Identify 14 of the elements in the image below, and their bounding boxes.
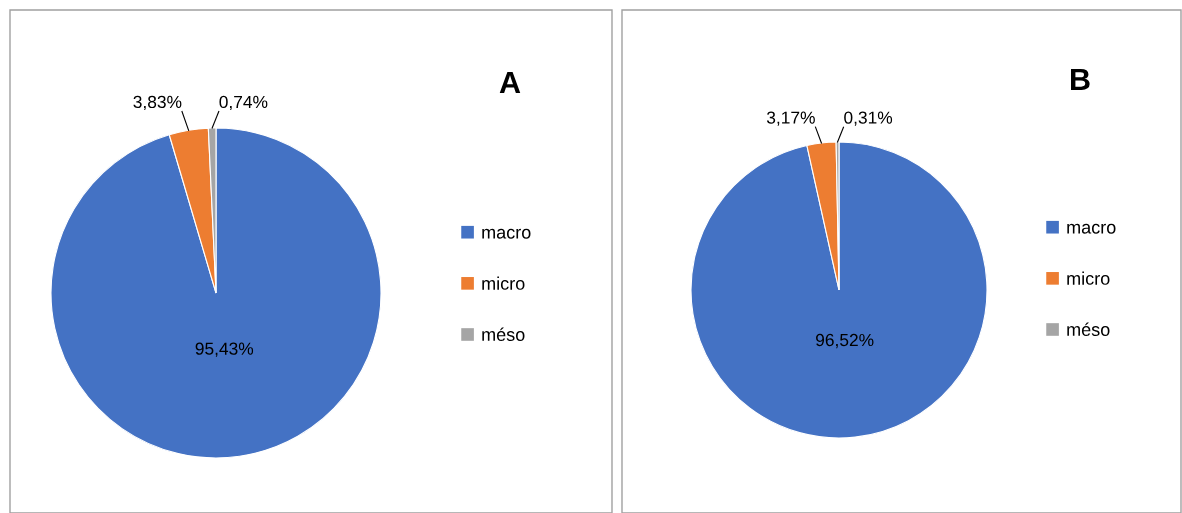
legend-label: macro [1067,223,1116,234]
data-label: 0,31% [844,111,893,126]
legend-label: méso [482,327,525,341]
legend-label: micro [482,276,525,290]
data-label: 95,43% [195,342,254,357]
chart-title: A [499,71,521,93]
legend-label: méso [1067,322,1110,336]
data-label: 0,74% [219,95,268,111]
data-label: 3,17% [766,111,815,126]
legend-label: micro [1067,271,1110,285]
data-label: 3,83% [133,95,182,111]
chart-title: B [1071,68,1090,90]
legend-label: macro [482,228,531,239]
data-label: 96,52% [816,333,874,349]
